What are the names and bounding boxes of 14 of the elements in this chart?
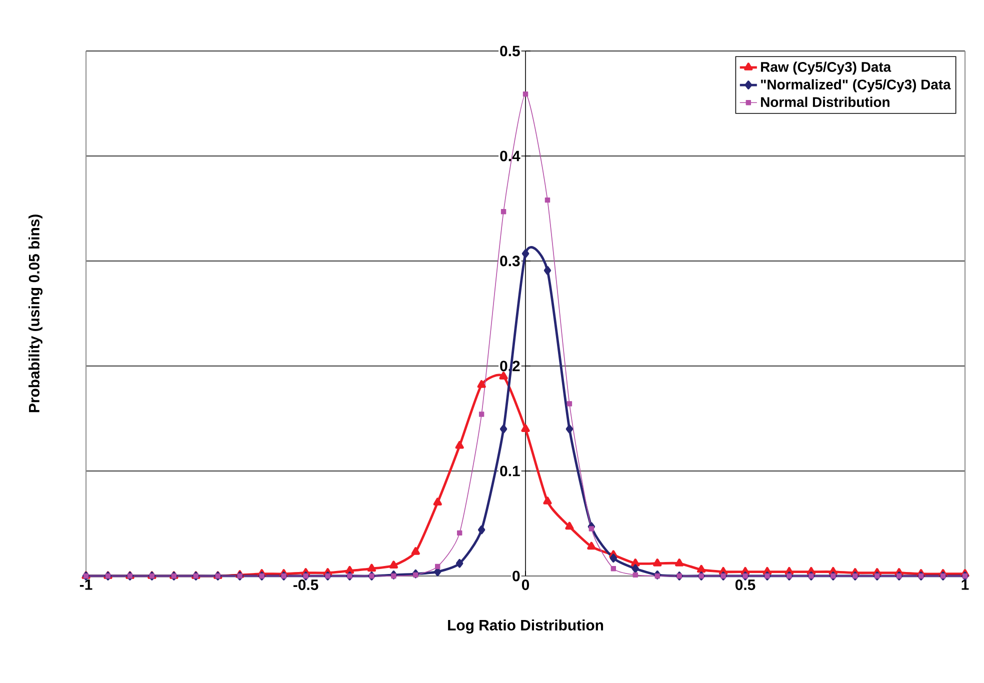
x-tick-label: -1	[80, 580, 92, 590]
y-tick-label: 0	[512, 570, 520, 582]
y-tick-label: 0.5	[500, 46, 520, 56]
y-axis-title: Probability (using 0.05 bins)	[28, 214, 42, 412]
x-tick-label: -0.5	[293, 580, 318, 590]
x-tick-label: 0.5	[735, 580, 756, 590]
legend-label: "Normalized" (Cy5/Cy3) Data	[761, 79, 951, 92]
x-axis-title: Log Ratio Distribution	[448, 620, 604, 634]
legend-label: Normal Distribution	[761, 96, 890, 108]
y-tick-label: 0.1	[500, 466, 520, 476]
x-tick-label: 0	[522, 580, 530, 590]
legend-label: Raw (Cy5/Cy3) Data	[761, 62, 892, 75]
x-tick-label: 1	[962, 580, 969, 590]
y-tick-label: 0.3	[500, 256, 520, 266]
